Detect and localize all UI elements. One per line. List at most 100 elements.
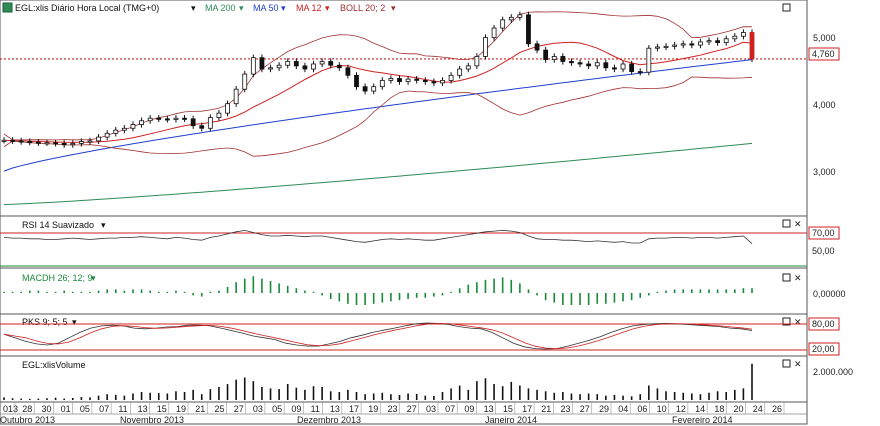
close-icon[interactable]: ✕ — [794, 219, 802, 229]
date-tick-label: 05 — [272, 404, 282, 414]
volume-bar — [407, 393, 409, 400]
date-tick-label: 01 — [61, 404, 71, 414]
ma200-legend[interactable]: MA 200 — [205, 3, 236, 13]
volume-bar — [218, 386, 220, 400]
volume-bar — [699, 394, 702, 400]
boll-legend[interactable]: BOLL 20; 2 — [340, 3, 385, 13]
candle-body — [629, 63, 635, 72]
volume-bar — [433, 395, 435, 400]
date-tick-label: 13 — [484, 404, 494, 414]
macd-bar — [691, 289, 693, 293]
volume-bar — [536, 389, 538, 400]
date-tick-label: 27 — [580, 404, 590, 414]
pks-k-line — [3, 322, 753, 350]
candle-body — [603, 62, 609, 69]
candle-body — [586, 63, 592, 67]
maximize-icon[interactable] — [782, 3, 791, 12]
macd-bar — [321, 293, 323, 296]
boll-upper-line — [3, 11, 753, 141]
candle-body — [594, 62, 600, 67]
volume-bar — [467, 389, 470, 400]
macd-bar — [235, 282, 237, 293]
pks-d-line — [3, 322, 753, 350]
date-tick-label: 19 — [368, 404, 378, 414]
dropdown-arrow-icon[interactable]: ▾ — [101, 220, 106, 230]
macd-bar — [183, 291, 186, 293]
volume-bar — [562, 392, 564, 400]
macd-bar — [596, 293, 599, 304]
macd-bar — [132, 289, 134, 293]
date-tick-label: 12 — [676, 404, 686, 414]
macd-bar — [536, 293, 538, 296]
macd-bar — [218, 290, 220, 293]
dropdown-arrow-icon[interactable]: ▾ — [325, 3, 330, 13]
pks-title[interactable]: PKS 9; 5; 5 — [22, 317, 68, 327]
dropdown-arrow-icon[interactable]: ▾ — [191, 3, 196, 13]
candle-body — [534, 43, 540, 51]
macd-bar — [441, 293, 444, 296]
dropdown-arrow-icon[interactable]: ▾ — [391, 3, 396, 13]
volume-bar — [441, 392, 444, 400]
close-icon[interactable]: ✕ — [794, 359, 802, 369]
date-tick-label: 27 — [407, 404, 417, 414]
dropdown-arrow-icon[interactable]: ▾ — [72, 317, 77, 327]
volume-bar — [28, 398, 31, 400]
volume-bar — [734, 389, 736, 400]
candle-body — [302, 65, 308, 70]
candle-body — [560, 56, 566, 62]
volume-bar — [716, 391, 719, 400]
candle-body — [345, 67, 351, 76]
macd-bar — [157, 291, 160, 293]
candle-body — [1, 139, 7, 142]
month-label: Janeiro 2014 — [485, 415, 537, 425]
volume-bar — [80, 397, 83, 400]
macd-bar — [295, 288, 298, 293]
rsi-title[interactable]: RSI 14 Suavizado — [22, 220, 94, 230]
date-tick-label: 07 — [445, 404, 455, 414]
dropdown-arrow-icon[interactable]: ▾ — [239, 3, 244, 13]
candle-body — [577, 62, 583, 65]
macd-title[interactable]: MACDH 26; 12; 9 — [22, 273, 93, 283]
volume-bar — [579, 394, 581, 400]
candle-body — [164, 118, 170, 121]
ma200-line — [3, 142, 753, 205]
maximize-icon[interactable] — [782, 359, 791, 368]
volume-bar — [114, 394, 117, 400]
rsi-axis-tick: 70,00 — [812, 228, 835, 238]
maximize-icon[interactable] — [782, 317, 791, 326]
candle-body — [663, 45, 669, 48]
macd-bar — [28, 290, 31, 293]
candle-body — [242, 73, 248, 90]
macd-bar — [312, 291, 315, 293]
close-icon[interactable]: ✕ — [794, 317, 802, 327]
dropdown-arrow-icon[interactable]: ▾ — [91, 273, 96, 283]
volume-bar — [372, 393, 375, 400]
symbol-header-icon[interactable] — [2, 2, 13, 13]
volume-title[interactable]: EGL:xlisVolume — [22, 360, 86, 370]
date-tick-label: 26 — [772, 404, 782, 414]
maximize-icon[interactable] — [782, 273, 791, 282]
volume-bar — [398, 394, 401, 400]
ma12-legend[interactable]: MA 12 — [296, 3, 322, 13]
candle-body — [319, 61, 325, 65]
macd-bar — [80, 291, 83, 293]
maximize-icon[interactable] — [782, 219, 791, 228]
macd-bar — [372, 293, 375, 304]
macd-bar — [742, 288, 745, 293]
macd-bar — [286, 285, 289, 293]
candle-body — [741, 32, 746, 37]
close-icon[interactable]: ✕ — [794, 273, 802, 283]
symbol-header-title[interactable]: EGL:xlis Diário Hora Local (TMG+0) — [15, 3, 159, 13]
date-tick-label: 21 — [195, 404, 205, 414]
rsi-axis-tick: 50,00 — [812, 246, 835, 256]
macd-bar — [209, 291, 212, 293]
candle-body — [637, 71, 643, 74]
candle-body — [698, 41, 703, 46]
dropdown-arrow-icon[interactable]: ▾ — [281, 3, 286, 13]
volume-bar — [381, 392, 384, 400]
ma50-line — [3, 59, 753, 172]
ma50-legend[interactable]: MA 50 — [253, 3, 279, 13]
volume-bar — [71, 397, 74, 400]
month-label: Novembro 2013 — [120, 415, 184, 425]
volume-bar — [476, 381, 478, 400]
